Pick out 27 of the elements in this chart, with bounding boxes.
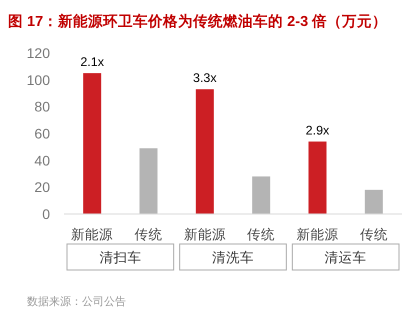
- annotation: 3.3x: [193, 71, 218, 86]
- annotation: 2.9x: [306, 124, 330, 138]
- y-tick-label: 40: [34, 152, 50, 168]
- y-tick-label: 120: [26, 45, 50, 61]
- x-tick-label: 传统: [134, 227, 162, 242]
- x-tick-label: 新能源: [184, 227, 226, 242]
- text: 清扫车: [99, 250, 142, 265]
- y-tick-label: 60: [34, 126, 50, 142]
- bar: [140, 148, 158, 214]
- text: 清运车: [324, 250, 367, 265]
- x-tick-label: 新能源: [71, 227, 114, 242]
- annotation: 2.1x: [80, 55, 105, 70]
- x-tick-label: 新能源: [296, 227, 338, 242]
- text: 清洗车: [212, 250, 254, 265]
- bar: [308, 142, 326, 214]
- bar: [83, 73, 102, 214]
- bar: [364, 190, 383, 214]
- x-tick-label: 传统: [247, 227, 276, 242]
- source-note: 数据来源：公司公告: [27, 295, 126, 308]
- y-tick-label: 100: [26, 72, 50, 88]
- bar: [252, 176, 270, 214]
- bar: [196, 89, 214, 214]
- x-tick-label: 传统: [360, 227, 388, 242]
- y-tick-label: 0: [42, 206, 50, 222]
- chart-title: 图 17：新能源环卫车价格为传统燃油车的 2-3 倍（万元）: [8, 12, 388, 30]
- y-tick-label: 80: [34, 98, 50, 115]
- y-tick-label: 20: [34, 179, 50, 196]
